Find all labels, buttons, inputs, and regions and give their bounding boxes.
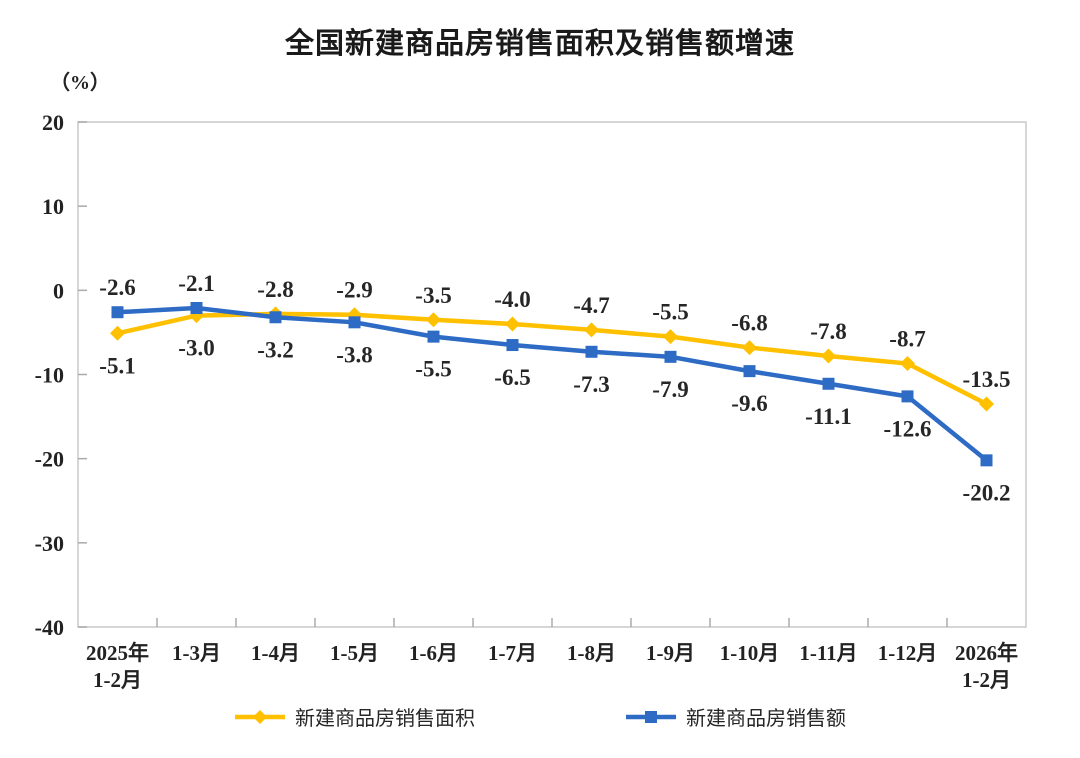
x-axis-label: 1-12月 xyxy=(878,641,938,665)
data-label: -12.6 xyxy=(884,416,932,441)
data-point-square xyxy=(822,377,835,390)
data-label: -6.5 xyxy=(494,365,530,390)
x-axis-label: 2026年 1-2月 xyxy=(955,641,1018,692)
data-point-diamond xyxy=(742,340,757,356)
data-point-square xyxy=(190,302,203,315)
data-point-diamond xyxy=(584,322,599,338)
data-label: -7.3 xyxy=(573,372,609,397)
data-point-diamond xyxy=(663,329,678,345)
data-label: -2.9 xyxy=(336,278,372,303)
data-point-square xyxy=(743,365,756,378)
data-label: -5.5 xyxy=(415,357,451,382)
data-point-diamond xyxy=(110,325,125,341)
data-point-square xyxy=(427,330,440,343)
chart-title: 全国新建商品房销售面积及销售额增速 xyxy=(284,28,795,60)
x-axis-label: 1-7月 xyxy=(488,641,537,665)
data-label: -2.8 xyxy=(257,277,293,302)
x-axis-label: 1-3月 xyxy=(172,641,221,665)
data-point-square xyxy=(980,454,993,467)
x-axis-label: 1-11月 xyxy=(799,641,857,665)
plot-border xyxy=(77,121,1027,628)
data-point-square xyxy=(506,339,519,352)
y-axis-tick-label: -10 xyxy=(35,363,64,388)
data-point-diamond xyxy=(821,348,836,364)
data-label: -3.2 xyxy=(257,337,293,362)
legend-item-sales-value: 新建商品房销售额 xyxy=(625,702,846,731)
y-axis-tick-label: 20 xyxy=(42,110,64,135)
data-label: -3.5 xyxy=(415,283,451,308)
data-label: -2.6 xyxy=(99,275,135,300)
data-label: -13.5 xyxy=(963,367,1011,392)
y-axis-unit-label: （%） xyxy=(50,72,110,94)
data-label: -4.0 xyxy=(494,287,530,312)
data-point-square xyxy=(348,316,361,329)
data-label: -3.0 xyxy=(178,336,214,361)
data-point-diamond xyxy=(505,316,520,332)
data-label: -7.9 xyxy=(652,377,688,402)
y-axis-tick-label: -40 xyxy=(35,615,64,640)
sales-area-line-marker-icon xyxy=(235,709,285,724)
data-label: -6.8 xyxy=(731,311,767,336)
data-point-diamond xyxy=(900,356,915,372)
data-label: -9.6 xyxy=(731,391,767,416)
data-point-diamond xyxy=(426,312,441,328)
y-axis-tick-label: 0 xyxy=(53,278,64,303)
x-axis-label: 1-5月 xyxy=(330,641,379,665)
data-point-square xyxy=(111,306,124,319)
x-axis-label: 2025年 1-2月 xyxy=(86,641,149,692)
data-label: -2.1 xyxy=(178,271,214,296)
data-point-square xyxy=(901,390,914,403)
x-axis-label: 1-6月 xyxy=(409,641,458,665)
data-point-diamond xyxy=(979,396,994,412)
legend-label-sales-value: 新建商品房销售额 xyxy=(686,708,846,730)
x-axis-label: 1-9月 xyxy=(646,641,695,665)
data-label: -3.8 xyxy=(336,342,372,367)
y-axis-tick-label: 10 xyxy=(42,194,64,219)
x-axis-label: 1-4月 xyxy=(251,641,300,665)
data-label: -4.7 xyxy=(573,293,609,318)
x-axis-label: 1-8月 xyxy=(567,641,616,665)
y-axis-tick-label: -20 xyxy=(35,447,64,472)
data-label: -5.5 xyxy=(652,300,688,325)
data-label: -8.7 xyxy=(889,327,925,352)
data-label: -11.1 xyxy=(805,404,852,429)
data-label: -7.8 xyxy=(810,319,846,344)
data-point-square xyxy=(664,350,677,363)
sales-value-line-marker-icon xyxy=(626,710,676,723)
data-label: -20.2 xyxy=(963,480,1011,505)
x-axis-label: 1-10月 xyxy=(720,641,780,665)
legend-label-sales-area: 新建商品房销售面积 xyxy=(295,708,475,730)
y-axis-tick-label: -30 xyxy=(35,531,64,556)
data-label: -5.1 xyxy=(99,353,135,378)
legend-item-sales-area: 新建商品房销售面积 xyxy=(234,702,475,731)
chart-legend: 新建商品房销售面积 新建商品房销售额 xyxy=(0,702,1080,731)
series-line xyxy=(115,305,989,463)
data-point-square xyxy=(585,345,598,358)
data-point-square xyxy=(269,311,282,324)
